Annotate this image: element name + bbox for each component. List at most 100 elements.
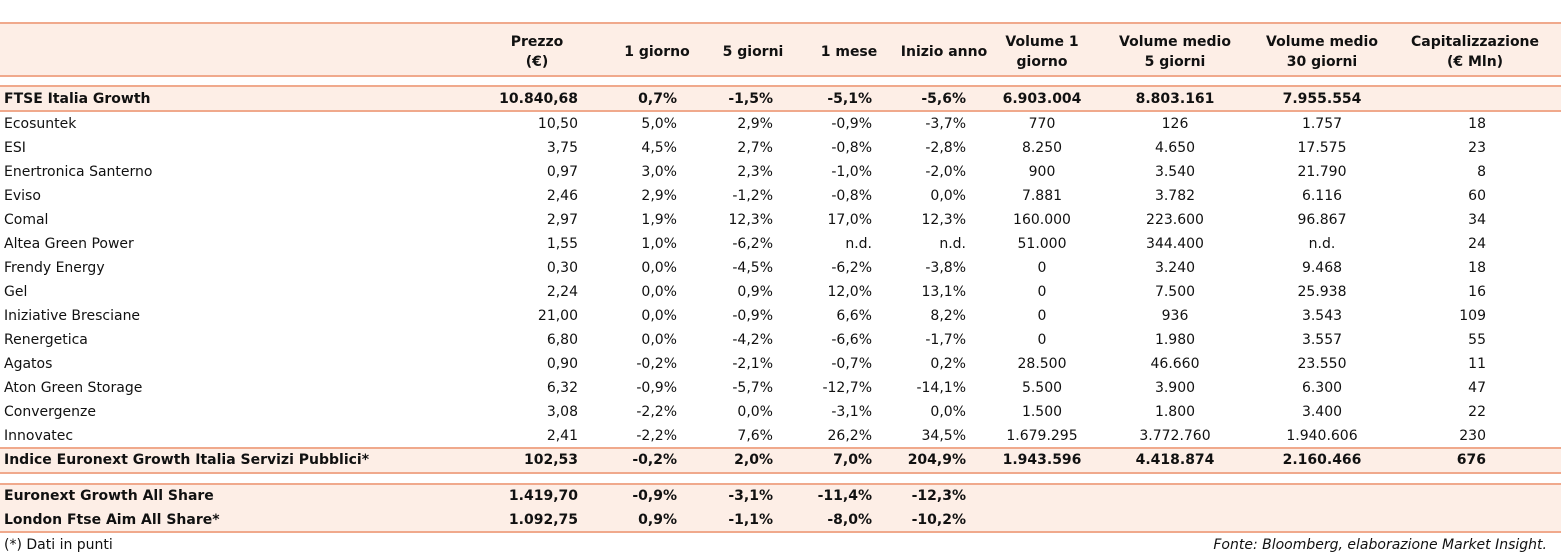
cell-value: 55 (1468, 332, 1486, 348)
header-cell: Volume medio (1266, 34, 1378, 50)
cell-value: -6,6% (831, 332, 872, 348)
cell-value: 1,9% (641, 212, 677, 228)
row-label: Enertronica Santerno (4, 164, 153, 180)
cell-value: 0,30 (546, 260, 578, 276)
cell-value: 0,97 (546, 164, 578, 180)
cell-value: 126 (1161, 116, 1189, 132)
header-band (0, 24, 1561, 76)
cell-value: 5.500 (1021, 380, 1063, 396)
cell-value: 0 (1037, 332, 1047, 348)
cell-value: 7,0% (833, 452, 872, 468)
cell-value: 11 (1468, 356, 1486, 372)
cell-value: -0,9% (636, 380, 677, 396)
cell-value: 34 (1468, 212, 1486, 228)
rule (0, 483, 1561, 485)
cell-value: -1,0% (831, 164, 872, 180)
cell-value: 7,6% (737, 428, 773, 444)
cell-value: 6.903.004 (1002, 91, 1082, 107)
index-band (0, 448, 1561, 472)
cell-value: 0,0% (641, 284, 677, 300)
row-label: Aton Green Storage (4, 380, 143, 396)
cell-value: 0,7% (638, 91, 677, 107)
cell-value: 223.600 (1146, 212, 1204, 228)
cell-value: 0,0% (641, 260, 677, 276)
header-cell: 30 giorni (1286, 54, 1358, 70)
cell-value: 10.840,68 (499, 91, 578, 107)
cell-value: 7.881 (1021, 188, 1063, 204)
cell-value: 2,46 (546, 188, 578, 204)
cell-value: -0,2% (636, 356, 677, 372)
cell-value: 34,5% (921, 428, 966, 444)
cell-value: -2,0% (925, 164, 966, 180)
cell-value: 3.782 (1154, 188, 1196, 204)
cell-value: -0,7% (831, 356, 872, 372)
cell-value: 46.660 (1150, 356, 1200, 372)
cell-value: -1,1% (728, 512, 773, 528)
row-label: Comal (4, 212, 49, 228)
cell-value: 2,41 (546, 428, 578, 444)
row-label: Indice Euronext Growth Italia Servizi Pu… (4, 452, 370, 468)
cell-value: 3.772.760 (1139, 428, 1211, 444)
cell-value: -10,2% (911, 512, 966, 528)
cell-value: -4,5% (732, 260, 773, 276)
cell-value: -0,9% (632, 488, 677, 504)
cell-value: 17.575 (1297, 140, 1347, 156)
cell-value: 0 (1037, 308, 1047, 324)
header-cell: 5 giorni (1144, 54, 1206, 70)
header-cell: 1 giorno (624, 44, 690, 60)
cell-value: -11,4% (817, 488, 872, 504)
cell-value: 0,9% (737, 284, 773, 300)
cell-value: 2,9% (641, 188, 677, 204)
source: Fonte: Bloomberg, elaborazione Market In… (1213, 537, 1547, 553)
cell-value: 2,0% (734, 452, 773, 468)
cell-value: -6,2% (831, 260, 872, 276)
row-label: Iniziative Bresciane (4, 308, 141, 324)
cell-value: 936 (1161, 308, 1189, 324)
cell-value: -5,1% (827, 91, 872, 107)
cell-value: -0,8% (831, 188, 872, 204)
cell-value: -14,1% (916, 380, 966, 396)
cell-value: 6.116 (1301, 188, 1343, 204)
cell-value: 22 (1468, 404, 1486, 420)
rule (0, 85, 1561, 87)
cell-value: 0 (1037, 284, 1047, 300)
cell-value: 0,0% (930, 188, 966, 204)
cell-value: n.d. (845, 236, 872, 252)
cell-value: -0,9% (831, 116, 872, 132)
cell-value: 10,50 (537, 116, 578, 132)
cell-value: 47 (1468, 380, 1486, 396)
cell-value: -8,0% (827, 512, 872, 528)
row-label: Agatos (4, 356, 53, 372)
cell-value: 8,2% (930, 308, 966, 324)
row-label: FTSE Italia Growth (4, 91, 151, 107)
summary-band (0, 87, 1561, 111)
cell-value: 17,0% (827, 212, 872, 228)
cell-value: 7.955.554 (1282, 91, 1362, 107)
cell-value: 1.500 (1021, 404, 1063, 420)
row-label: Renergetica (4, 332, 88, 348)
cell-value: 0,90 (546, 356, 578, 372)
cell-value: -1,2% (732, 188, 773, 204)
cell-value: 12,3% (921, 212, 966, 228)
cell-value: 3.543 (1301, 308, 1343, 324)
cell-value: 3,08 (546, 404, 578, 420)
cell-value: 0,2% (930, 356, 966, 372)
cell-value: 1.943.596 (1002, 452, 1082, 468)
cell-value: 60 (1468, 188, 1486, 204)
cell-value: 23.550 (1297, 356, 1347, 372)
cell-value: 12,3% (728, 212, 773, 228)
rule (0, 447, 1561, 449)
rule (0, 75, 1561, 77)
row-label: London Ftse Aim All Share* (4, 512, 220, 528)
cell-value: 13,1% (921, 284, 966, 300)
header-cell: 1 mese (820, 44, 878, 60)
cell-value: 6,80 (546, 332, 578, 348)
cell-value: -2,1% (732, 356, 773, 372)
cell-value: 28.500 (1017, 356, 1067, 372)
cell-value: 676 (1456, 452, 1486, 468)
cell-value: 26,2% (827, 428, 872, 444)
cell-value: 0 (1037, 260, 1047, 276)
benchmark-band (0, 485, 1561, 532)
cell-value: 3.400 (1301, 404, 1343, 420)
